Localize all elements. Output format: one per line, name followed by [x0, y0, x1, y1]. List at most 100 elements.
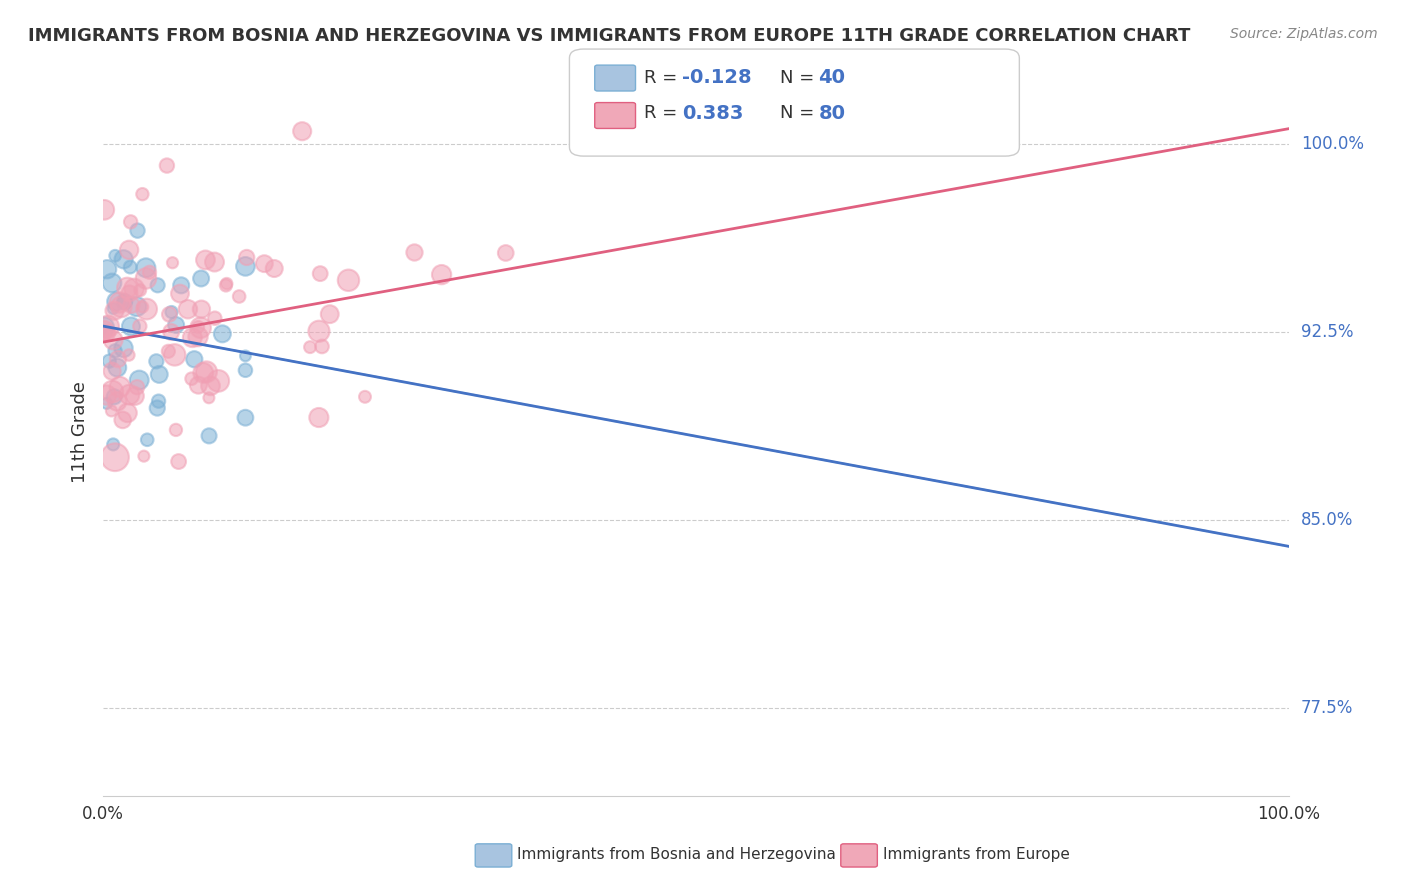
Point — [148, 394, 170, 409]
Point — [103, 390, 125, 404]
Point — [98, 354, 121, 368]
Point — [190, 271, 212, 285]
Point — [135, 301, 157, 316]
Point — [183, 352, 205, 367]
Point — [198, 391, 221, 405]
Point — [128, 319, 150, 334]
Point — [136, 433, 159, 447]
Text: 40: 40 — [818, 68, 845, 87]
Point — [135, 260, 157, 275]
Point — [104, 249, 127, 263]
Point — [107, 352, 129, 367]
Point — [105, 294, 128, 309]
Point — [104, 343, 127, 358]
Point — [135, 271, 157, 285]
Point — [308, 410, 330, 425]
Point — [131, 187, 153, 202]
Point — [100, 404, 122, 418]
Point — [127, 224, 149, 238]
Point — [157, 307, 180, 321]
Text: 77.5%: 77.5% — [1301, 699, 1353, 717]
Point — [105, 360, 128, 375]
Point — [235, 260, 257, 274]
Point — [93, 327, 115, 342]
Point — [215, 278, 238, 293]
Point — [148, 368, 170, 382]
Point — [96, 396, 118, 410]
Point — [104, 450, 127, 465]
Point — [200, 379, 222, 393]
Point — [103, 333, 125, 347]
Point — [97, 319, 120, 334]
Point — [181, 331, 204, 345]
Text: R =: R = — [644, 69, 683, 87]
Point — [108, 380, 131, 394]
Point — [160, 305, 183, 319]
Point — [118, 348, 141, 362]
Text: Source: ZipAtlas.com: Source: ZipAtlas.com — [1230, 27, 1378, 41]
Point — [157, 344, 180, 359]
Point — [177, 302, 200, 317]
Point — [215, 277, 238, 291]
Point — [118, 243, 141, 257]
Point — [235, 349, 257, 363]
Point — [165, 318, 187, 332]
Point — [187, 329, 209, 343]
Point — [118, 387, 141, 401]
Point — [93, 319, 115, 334]
Point — [495, 246, 517, 260]
Point — [167, 454, 190, 468]
Text: N =: N = — [780, 69, 820, 87]
Point — [114, 294, 136, 309]
Point — [163, 348, 186, 362]
Point — [193, 366, 215, 380]
Point — [291, 124, 314, 138]
Point — [160, 325, 183, 339]
Point — [156, 159, 179, 173]
Text: 100.0%: 100.0% — [1301, 135, 1364, 153]
Text: 80: 80 — [818, 103, 845, 123]
Point — [235, 251, 257, 265]
Point — [105, 394, 128, 409]
Point — [110, 300, 132, 314]
Text: 85.0%: 85.0% — [1301, 511, 1353, 529]
Point — [112, 341, 135, 355]
Point — [125, 300, 148, 314]
Point — [120, 215, 142, 229]
Point — [103, 301, 125, 316]
Point — [96, 326, 118, 340]
Point — [103, 437, 125, 451]
Point — [187, 378, 209, 392]
Point — [120, 260, 142, 274]
Point — [122, 281, 145, 295]
Point — [263, 261, 285, 276]
Point — [118, 286, 141, 301]
Point — [404, 245, 426, 260]
Point — [162, 256, 184, 270]
Point — [430, 268, 453, 282]
Point — [111, 413, 134, 427]
Point — [337, 273, 360, 287]
Point — [96, 388, 118, 402]
Point — [235, 410, 257, 425]
Y-axis label: 11th Grade: 11th Grade — [72, 381, 89, 483]
Point — [299, 340, 322, 354]
Point — [117, 406, 139, 420]
Point — [94, 325, 117, 339]
Text: 0.383: 0.383 — [682, 103, 744, 123]
Point — [228, 289, 250, 303]
Point — [235, 363, 257, 377]
Point — [132, 449, 155, 463]
Point — [112, 252, 135, 267]
Point — [309, 267, 332, 281]
Point — [124, 389, 146, 403]
Point — [195, 365, 218, 379]
Point — [108, 295, 131, 310]
Point — [146, 401, 169, 415]
Point — [190, 302, 212, 317]
Point — [115, 281, 138, 295]
Point — [204, 255, 226, 269]
Point — [101, 276, 124, 290]
Point — [93, 324, 115, 338]
Text: IMMIGRANTS FROM BOSNIA AND HERZEGOVINA VS IMMIGRANTS FROM EUROPE 11TH GRADE CORR: IMMIGRANTS FROM BOSNIA AND HERZEGOVINA V… — [28, 27, 1191, 45]
